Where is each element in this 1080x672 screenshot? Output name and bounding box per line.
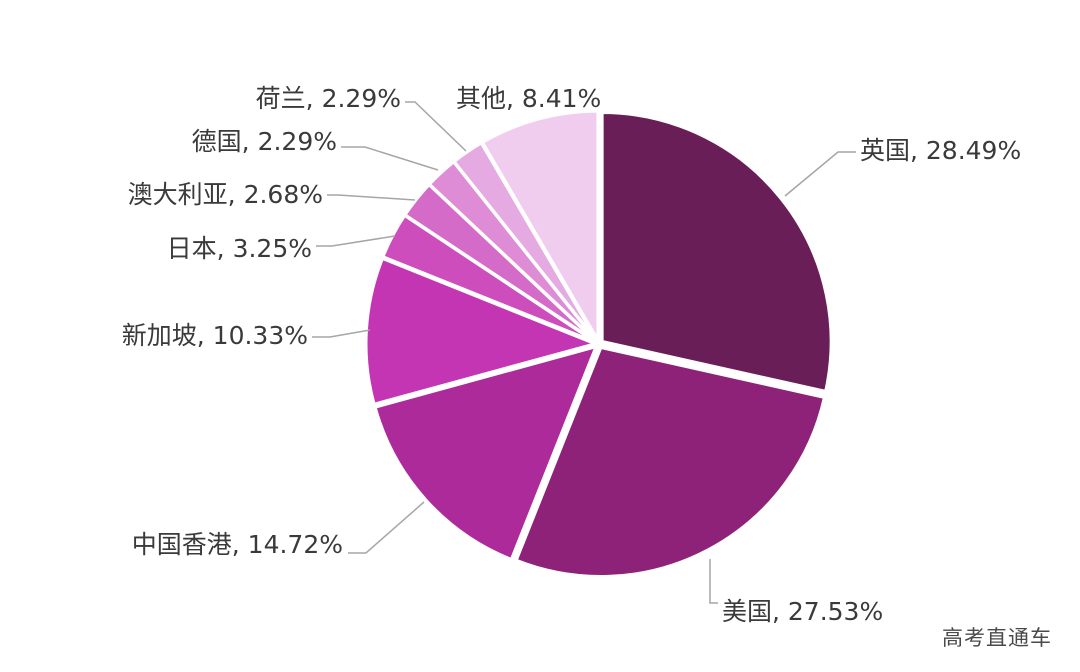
slice-label-5: 日本, 3.25%	[167, 234, 312, 263]
slice-label-7: 德国, 2.29%	[192, 127, 337, 156]
slice-label-1: 英国, 28.49%	[860, 136, 1021, 165]
leader-line-6	[327, 194, 416, 201]
pie-slices	[364, 109, 833, 579]
leader-line-1	[784, 151, 856, 197]
watermark-text: 高考直通车	[942, 626, 1052, 650]
pie-slice-2	[514, 345, 827, 579]
leader-lines	[312, 101, 856, 604]
slice-label-6: 澳大利亚, 2.68%	[128, 180, 323, 209]
pie-slice-9	[480, 109, 600, 346]
slice-label-4: 新加坡, 10.33%	[122, 321, 308, 350]
pie-slice-1	[600, 110, 833, 394]
leader-line-7	[341, 146, 439, 171]
slice-label-3: 中国香港, 14.72%	[132, 530, 343, 559]
leader-line-3	[348, 501, 425, 554]
pie-slice-3	[373, 344, 599, 562]
slice-labels: 英国, 28.49% 美国, 27.53% 中国香港, 14.72% 新加坡, 10.…	[122, 84, 1021, 626]
leader-line-8	[405, 101, 467, 152]
leader-line-5	[316, 235, 396, 247]
slice-label-2: 美国, 27.53%	[722, 597, 883, 626]
slice-label-8: 荷兰, 2.29%	[256, 84, 401, 113]
slice-label-9: 其他, 8.41%	[456, 84, 601, 113]
leader-line-2	[709, 559, 718, 604]
leader-line-4	[312, 329, 371, 338]
